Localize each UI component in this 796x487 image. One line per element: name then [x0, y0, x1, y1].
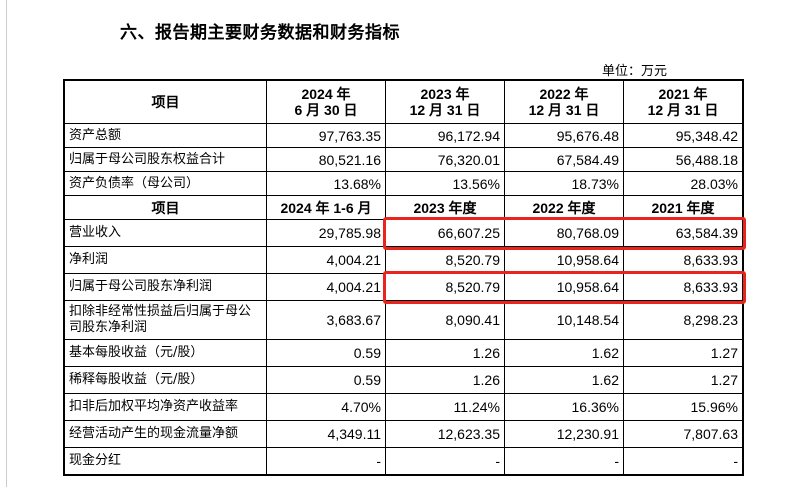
cell-value: 8,633.93 — [623, 246, 744, 274]
table-row: 稀释每股收益（元/股） 0.59 1.26 1.62 1.27 — [63, 366, 744, 394]
cell-value: 56,488.18 — [623, 147, 744, 172]
row-label: 稀释每股收益（元/股） — [63, 366, 267, 394]
cell-value: 80,521.16 — [266, 147, 386, 172]
column-header: 2024 年 1-6 月 — [266, 195, 386, 220]
cell-value: - — [504, 447, 624, 476]
row-label: 现金分红 — [63, 447, 267, 476]
row-label: 基本每股收益（元/股） — [63, 339, 267, 367]
page-edge — [6, 0, 7, 487]
row-label: 资产负债率（母公司） — [63, 171, 267, 196]
row-label: 扣非后加权平均净资产收益率 — [63, 393, 267, 421]
column-header: 2023 年度 — [385, 195, 505, 220]
table-row: 营业收入 29,785.98 66,607.25 80,768.09 63,584.39 — [63, 219, 744, 247]
table-row: 基本每股收益（元/股） 0.59 1.26 1.62 1.27 — [63, 339, 744, 367]
cell-value: 96,172.94 — [385, 123, 505, 148]
table-row: 扣除非经常性损益后归属于母公司股东净利润 3,683.67 8,090.41 10,1… — [63, 300, 744, 340]
cell-value: 67,584.49 — [504, 147, 624, 172]
cell-value: 10,148.54 — [504, 300, 624, 340]
cell-value: 28.03% — [623, 171, 744, 196]
cell-value: 8,633.93 — [623, 273, 744, 301]
cell-value: 76,320.01 — [385, 147, 505, 172]
cell-value: 12,230.91 — [504, 420, 624, 448]
column-header: 2024 年 6 月 30 日 — [266, 79, 386, 124]
header-row: 项目 2024 年 1-6 月 2023 年度 2022 年度 2021 年度 — [63, 195, 744, 220]
cell-value: 8,090.41 — [385, 300, 505, 340]
header-row: 项目 2024 年 6 月 30 日 2023 年 12 月 31 日 2022 年 … — [63, 79, 744, 124]
cell-value: 8,298.23 — [623, 300, 744, 340]
cell-value: 13.56% — [385, 171, 505, 196]
table-row: 归属于母公司股东权益合计 80,521.16 76,320.01 67,584.49 5… — [63, 147, 744, 172]
cell-value: 12,623.35 — [385, 420, 505, 448]
table-row: 扣非后加权平均净资产收益率 4.70% 11.24% 16.36% 15.96% — [63, 393, 744, 421]
cell-value: 4.70% — [266, 393, 386, 421]
cell-value: 1.27 — [623, 366, 744, 394]
cell-value: - — [266, 447, 386, 476]
cell-value: 16.36% — [504, 393, 624, 421]
cell-value: 4,004.21 — [266, 273, 386, 301]
cell-value: 10,958.64 — [504, 246, 624, 274]
row-label: 资产总额 — [63, 123, 267, 148]
table-row: 经营活动产生的现金流量净额 4,349.11 12,623.35 12,230.91 7… — [63, 420, 744, 448]
column-header: 2021 年度 — [623, 195, 744, 220]
column-header: 项目 — [63, 195, 267, 220]
table-row: 资产总额 97,763.35 96,172.94 95,676.48 95,348.42 — [63, 123, 744, 148]
cell-value: 95,676.48 — [504, 123, 624, 148]
section-title: 六、报告期主要财务数据和财务指标 — [120, 23, 400, 43]
table-row: 净利润 4,004.21 8,520.79 10,958.64 8,633.93 — [63, 246, 744, 274]
column-header: 2022 年度 — [504, 195, 624, 220]
cell-value: 80,768.09 — [504, 219, 624, 247]
row-label: 归属于母公司股东权益合计 — [63, 147, 267, 172]
cell-value: 0.59 — [266, 366, 386, 394]
row-label: 净利润 — [63, 246, 267, 274]
cell-value: 7,807.63 — [623, 420, 744, 448]
cell-value: - — [385, 447, 505, 476]
cell-value: 3,683.67 — [266, 300, 386, 340]
cell-value: 13.68% — [266, 171, 386, 196]
column-header: 项目 — [63, 79, 267, 124]
cell-value: 4,004.21 — [266, 246, 386, 274]
row-label: 扣除非经常性损益后归属于母公司股东净利润 — [63, 300, 267, 340]
cell-value: 1.62 — [504, 339, 624, 367]
row-label: 归属于母公司股东净利润 — [63, 273, 267, 301]
cell-value: 1.26 — [385, 339, 505, 367]
financial-table: 项目 2024 年 6 月 30 日 2023 年 12 月 31 日 2022 年 … — [63, 79, 744, 476]
cell-value: 8,520.79 — [385, 246, 505, 274]
cell-value: 95,348.42 — [623, 123, 744, 148]
cell-value: 1.62 — [504, 366, 624, 394]
cell-value: 10,958.64 — [504, 273, 624, 301]
cell-value: 8,520.79 — [385, 273, 505, 301]
cell-value: 18.73% — [504, 171, 624, 196]
table-row: 资产负债率（母公司） 13.68% 13.56% 18.73% 28.03% — [63, 171, 744, 196]
row-label: 经营活动产生的现金流量净额 — [63, 420, 267, 448]
cell-value: 63,584.39 — [623, 219, 744, 247]
cell-value: 1.26 — [385, 366, 505, 394]
cell-value: 15.96% — [623, 393, 744, 421]
row-label: 营业收入 — [63, 219, 267, 247]
cell-value: 11.24% — [385, 393, 505, 421]
table-row: 归属于母公司股东净利润 4,004.21 8,520.79 10,958.64 8,63… — [63, 273, 744, 301]
column-header: 2022 年 12 月 31 日 — [504, 79, 624, 124]
table-row: 现金分红 - - - - — [63, 447, 744, 476]
unit-label: 单位：万元 — [602, 64, 668, 79]
cell-value: 66,607.25 — [385, 219, 505, 247]
cell-value: 4,349.11 — [266, 420, 386, 448]
column-header: 2021 年 12 月 31 日 — [623, 79, 744, 124]
cell-value: 0.59 — [266, 339, 386, 367]
column-header: 2023 年 12 月 31 日 — [385, 79, 505, 124]
cell-value: 1.27 — [623, 339, 744, 367]
cell-value: 97,763.35 — [266, 123, 386, 148]
cell-value: 29,785.98 — [266, 219, 386, 247]
cell-value: - — [623, 447, 744, 476]
